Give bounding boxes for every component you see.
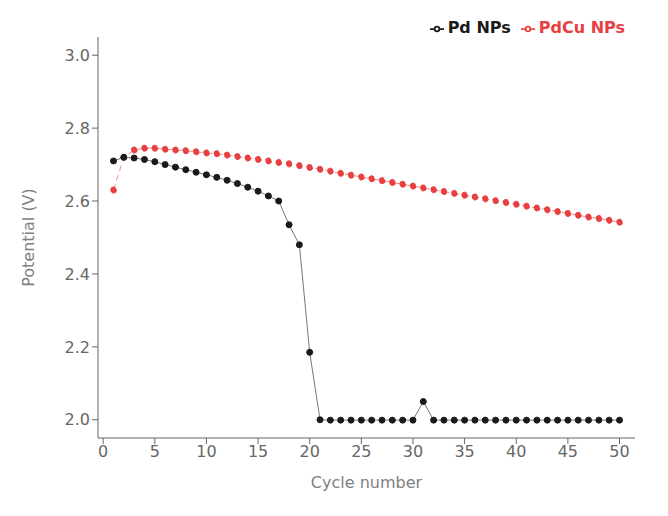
svg-text:20: 20	[300, 442, 320, 461]
svg-text:0: 0	[98, 442, 108, 461]
svg-text:5: 5	[150, 442, 160, 461]
svg-text:2.4: 2.4	[65, 265, 90, 284]
svg-text:Potential (V): Potential (V)	[19, 188, 38, 287]
html-text:PdCu NPs: PdCu NPs	[538, 18, 625, 37]
svg-text:2.2: 2.2	[65, 338, 90, 357]
svg-text:15: 15	[248, 442, 268, 461]
svg-text:10: 10	[196, 442, 216, 461]
svg-text:50: 50	[609, 442, 629, 461]
svg-text:35: 35	[454, 442, 474, 461]
html-text:Pd NPs: Pd NPs	[447, 18, 511, 37]
svg-text:40: 40	[506, 442, 526, 461]
svg-text:2.8: 2.8	[65, 119, 90, 138]
svg-text:3.0: 3.0	[65, 46, 90, 65]
svg-text:2.0: 2.0	[65, 410, 90, 429]
svg-text:30: 30	[403, 442, 423, 461]
svg-text:45: 45	[558, 442, 578, 461]
svg-text:Cycle number: Cycle number	[311, 473, 423, 492]
svg-text:25: 25	[351, 442, 371, 461]
svg-text:2.6: 2.6	[65, 192, 90, 211]
